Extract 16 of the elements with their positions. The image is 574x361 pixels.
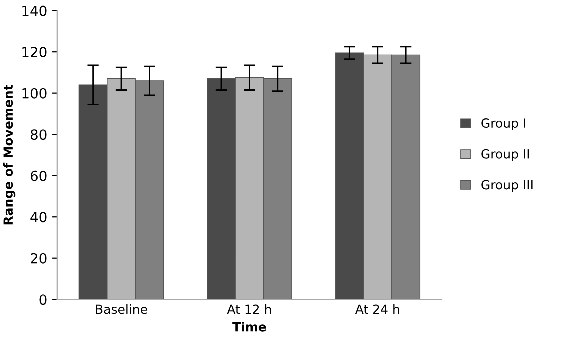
legend-label: Group I [482, 118, 526, 130]
y-tick-label: 40 [30, 212, 47, 223]
x-axis-title: Time [232, 322, 266, 332]
y-tick-label: 80 [30, 130, 47, 140]
y-tick-label: 120 [22, 47, 47, 58]
legend-label: Group II [482, 149, 530, 162]
x-tick-label: At 12 h [227, 304, 272, 314]
y-tick-label: 140 [22, 6, 47, 16]
x-tick-label: At 24 h [355, 304, 400, 314]
y-tick-label: 20 [31, 253, 47, 264]
x-tick-label: Baseline [96, 304, 148, 314]
y-tick-label: 0 [40, 294, 47, 306]
y-tick-label: 100 [22, 88, 47, 99]
y-tick-label: 60 [30, 170, 47, 182]
legend-label: Group III [482, 180, 533, 192]
y-axis-title: Range of Movement [3, 84, 16, 225]
